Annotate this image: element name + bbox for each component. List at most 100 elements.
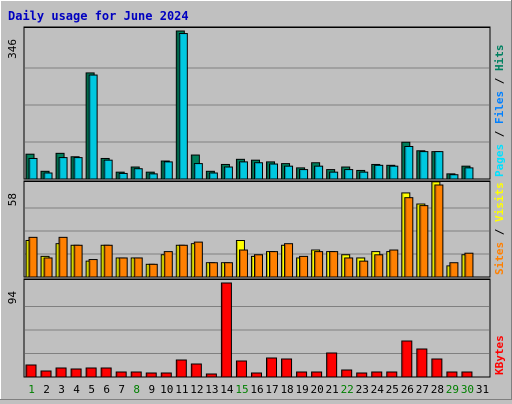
bar-files-day-18 xyxy=(284,165,294,180)
x-tick-label-day-14: 14 xyxy=(220,383,234,396)
bar-files-day-4 xyxy=(73,157,83,180)
bar-sites-day-29 xyxy=(449,262,459,278)
legend-entry: / xyxy=(493,130,506,144)
bar-sites-day-2 xyxy=(43,257,53,278)
bar-files-day-19 xyxy=(299,169,309,180)
bar-kbytes-day-16 xyxy=(250,372,262,378)
x-tick-label-day-2: 2 xyxy=(43,383,50,396)
bar-sites-day-12 xyxy=(193,241,203,278)
bar-files-day-14 xyxy=(223,166,233,180)
bar-sites-day-23 xyxy=(359,260,369,278)
bar-kbytes-day-7 xyxy=(115,371,127,378)
x-axis-labels: 1 2 3 4 5 6 7 8 9 10 11 12 13 14 15 16 17 18 19 20 21 22 23 24 2… xyxy=(28,383,489,396)
bar-files-day-22 xyxy=(344,169,354,180)
legend-entry: KBytes xyxy=(493,335,506,375)
y-max-label-kbytes: 94 xyxy=(6,291,19,305)
bar-kbytes-day-13 xyxy=(205,373,217,378)
bar-kbytes-day-11 xyxy=(175,359,187,378)
bar-files-day-20 xyxy=(314,165,324,180)
bar-kbytes-day-10 xyxy=(160,372,172,378)
bar-files-day-17 xyxy=(269,163,279,180)
bar-files-day-27 xyxy=(419,151,429,180)
bar-sites-day-9 xyxy=(148,263,158,278)
bar-sites-day-15 xyxy=(238,249,248,278)
legend-text-kbytes: KBytes xyxy=(493,335,506,375)
bar-kbytes-day-8 xyxy=(130,371,142,378)
bar-sites-day-1 xyxy=(28,236,38,278)
x-tick-label-day-31: 31 xyxy=(476,383,489,396)
bar-files-day-9 xyxy=(148,173,158,180)
legend-hits-files-pages: Pages / Files / Hits xyxy=(493,45,506,178)
x-tick-label-day-9: 9 xyxy=(148,383,155,396)
bar-kbytes-day-23 xyxy=(356,372,368,378)
bar-kbytes-day-27 xyxy=(416,348,428,378)
bar-kbytes-day-17 xyxy=(266,357,278,378)
bar-files-day-30 xyxy=(464,167,474,180)
legend-entry: Visits xyxy=(493,182,506,228)
bar-sites-day-17 xyxy=(269,251,279,278)
bar-sites-day-10 xyxy=(163,251,173,278)
bar-sites-day-6 xyxy=(103,244,113,278)
x-tick-label-day-1: 1 xyxy=(28,383,35,396)
bar-sites-day-18 xyxy=(284,243,294,278)
x-tick-label-day-26: 26 xyxy=(401,383,414,396)
bar-files-day-16 xyxy=(253,162,263,180)
legend-visits-sites: Sites / Visits xyxy=(493,182,506,275)
x-tick-label-day-22: 22 xyxy=(341,383,354,396)
x-tick-label-day-28: 28 xyxy=(431,383,444,396)
panel-kbytes xyxy=(23,278,491,378)
bar-files-day-7 xyxy=(118,172,128,180)
bar-files-day-5 xyxy=(88,74,98,180)
bar-kbytes-day-6 xyxy=(100,367,112,378)
bar-files-day-29 xyxy=(449,174,459,180)
y-max-label-visits-sites: 58 xyxy=(6,193,19,206)
bar-kbytes-day-19 xyxy=(296,371,308,378)
legend-entry: Files xyxy=(493,91,506,131)
legend-text-visits-sites: Sites / Visits xyxy=(493,182,506,275)
bar-kbytes-day-25 xyxy=(386,371,398,378)
bar-kbytes-day-30 xyxy=(461,371,473,378)
x-tick-label-day-21: 21 xyxy=(326,383,339,396)
bar-sites-day-16 xyxy=(253,254,263,278)
legend-text-hits-files-pages: Pages / Files / Hits xyxy=(493,45,506,178)
bar-kbytes-day-1 xyxy=(25,364,37,378)
bar-kbytes-day-26 xyxy=(401,340,413,378)
x-tick-label-day-29: 29 xyxy=(446,383,459,396)
bar-files-day-12 xyxy=(193,163,203,180)
legend-entry: Hits xyxy=(493,45,506,78)
bar-kbytes-day-5 xyxy=(85,367,97,378)
x-tick-label-day-16: 16 xyxy=(250,383,263,396)
legend-entry: / xyxy=(493,77,506,91)
bar-sites-day-13 xyxy=(208,262,218,278)
bar-files-day-23 xyxy=(359,171,369,180)
legend-entry: Sites xyxy=(493,242,506,275)
bar-files-day-1 xyxy=(28,157,38,180)
x-tick-label-day-6: 6 xyxy=(103,383,110,396)
chart-title: Daily usage for June 2024 xyxy=(8,9,189,23)
bar-kbytes-day-14 xyxy=(220,282,232,378)
x-tick-label-day-4: 4 xyxy=(73,383,80,396)
bar-kbytes-day-20 xyxy=(311,371,323,378)
bar-sites-day-4 xyxy=(73,244,83,278)
x-tick-label-day-19: 19 xyxy=(295,383,308,396)
bar-sites-day-26 xyxy=(404,197,414,278)
bar-kbytes-day-21 xyxy=(326,352,338,378)
legend-kbytes: KBytes xyxy=(493,335,506,375)
bar-files-day-15 xyxy=(238,161,248,180)
x-tick-label-day-15: 15 xyxy=(235,383,248,396)
x-tick-label-day-17: 17 xyxy=(265,383,278,396)
x-tick-label-day-13: 13 xyxy=(205,383,218,396)
bar-files-day-3 xyxy=(58,157,68,180)
bar-sites-day-24 xyxy=(374,254,384,278)
bar-files-day-6 xyxy=(103,159,113,180)
x-tick-label-day-24: 24 xyxy=(371,383,385,396)
bar-files-day-13 xyxy=(208,172,218,180)
x-tick-label-day-7: 7 xyxy=(118,383,125,396)
x-tick-label-day-8: 8 xyxy=(133,383,140,396)
bar-files-day-2 xyxy=(43,172,53,180)
bar-kbytes-day-3 xyxy=(55,367,67,378)
bar-kbytes-day-29 xyxy=(446,371,458,378)
bar-kbytes-day-12 xyxy=(190,363,202,378)
x-tick-label-day-30: 30 xyxy=(461,383,474,396)
